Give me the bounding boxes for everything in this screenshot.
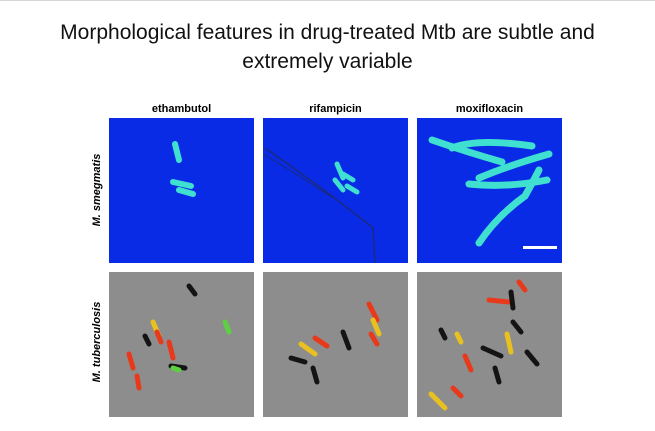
bacillus [448,138,536,152]
bacillus [465,176,551,189]
scale-bar [523,246,557,249]
bacillus [176,187,196,197]
bacillus [486,297,512,305]
bacillus [298,341,318,357]
bacillus [170,179,194,189]
panel-smegmatis-moxifloxacin [417,118,562,263]
row-label-tuberculosis: M. tuberculosis [91,301,103,383]
panel-tuberculosis-ethambutol [109,272,254,417]
bacillus [492,365,502,385]
bacillus [370,317,382,337]
bacillus [475,192,529,247]
slide-title: Morphological features in drug-treated M… [0,18,655,76]
column-label-rifampicin: rifampicin [309,103,362,115]
bacillus [510,319,524,335]
bacillus [366,301,380,323]
bacillus [428,136,506,166]
top-divider [0,0,655,1]
bacillus [154,329,164,345]
bacillus [332,177,346,193]
panel-smegmatis-ethambutol [109,118,254,263]
bacillus [454,331,464,345]
bacillus [134,373,142,391]
bacillus [166,339,176,361]
bacillus [170,365,182,373]
bacillus [508,289,516,311]
column-label-moxifloxacin: moxifloxacin [455,103,524,115]
bacillus [288,355,308,365]
panel-tuberculosis-rifampicin [263,272,408,417]
bacillus [480,345,504,359]
bacillus [521,166,543,200]
bacillus [462,353,474,373]
panel-tuberculosis-moxifloxacin [417,272,562,417]
bacillus [438,327,448,341]
panel-smegmatis-rifampicin [263,118,408,263]
bacillus [475,150,553,182]
title-line-2: extremely variable [242,50,413,73]
bacillus [504,331,514,355]
bacillus [222,319,232,335]
bacillus [186,283,198,297]
bacillus [340,171,356,183]
title-line-1: Morphological features in drug-treated M… [60,21,595,44]
bacillus [516,279,528,293]
bacillus [344,183,360,195]
bacillus [428,391,448,411]
bacillus [340,329,352,351]
bacillus [126,351,136,371]
bacillus [172,141,182,163]
bacillus [310,365,320,385]
bacillus [450,385,464,399]
bacillus [142,333,152,347]
bacillus [312,335,330,349]
row-label-smegmatis: M. smegmatis [91,153,103,227]
column-label-ethambutol: ethambutol [151,103,212,115]
bacillus [524,349,540,367]
bacillus [368,331,380,347]
